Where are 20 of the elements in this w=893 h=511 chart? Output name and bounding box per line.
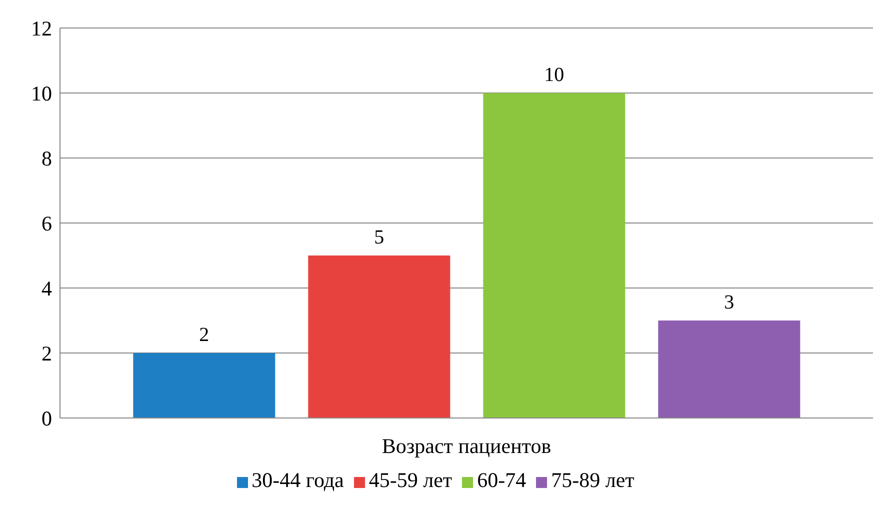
legend-label: 45-59 лет: [368, 468, 452, 492]
data-label: 2: [199, 324, 210, 346]
bar: [133, 353, 276, 418]
legend-label: 75-89 лет: [551, 468, 634, 492]
data-label: 3: [724, 292, 734, 314]
data-label: 5: [374, 226, 384, 248]
y-tick-label: 4: [42, 276, 52, 300]
x-tick-label: Возраст пациентов: [382, 434, 552, 458]
y-tick-label: 10: [31, 81, 52, 106]
bar: [483, 93, 626, 418]
legend-label: 30-44 года: [252, 468, 344, 492]
bar: [658, 320, 800, 418]
y-tick-label: 2: [42, 341, 52, 366]
y-tick-label: 6: [42, 211, 52, 236]
bar: [308, 256, 450, 418]
data-label: 10: [544, 64, 564, 86]
y-tick-label: 12: [31, 16, 52, 40]
legend-label: 60-74: [477, 468, 526, 492]
y-tick-label: 8: [42, 146, 52, 170]
y-tick-label: 0: [42, 406, 52, 430]
